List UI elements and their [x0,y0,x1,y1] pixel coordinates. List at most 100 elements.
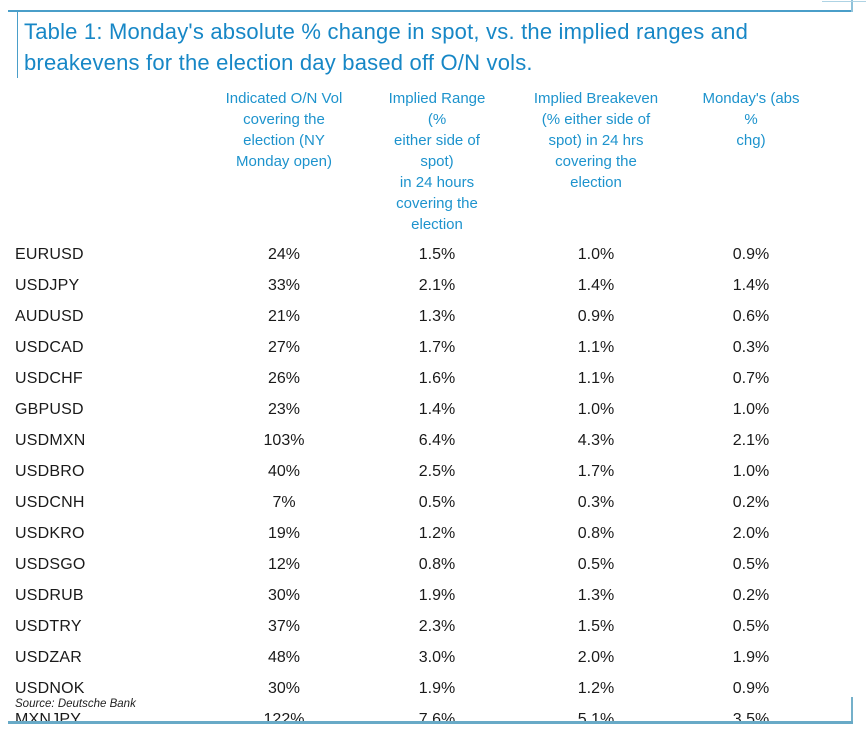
implied-breakeven-value: 1.3% [577,586,615,604]
table-row: USDRUB 30% 1.9% 1.3% 0.2% [0,580,866,611]
row-spacer [806,487,866,518]
implied-range-value: 1.7% [418,338,456,356]
monday-abs-chg-value: 2.0% [732,524,770,542]
indicated-vol-value: 103% [263,431,305,449]
currency-pair-label: AUDUSD [15,307,84,325]
table-row: USDCAD 27% 1.7% 1.1% 0.3% [0,332,866,363]
currency-pair-label: EURUSD [15,245,84,263]
table-row: USDJPY 33% 2.1% 1.4% 1.4% [0,270,866,301]
table-row: USDNOK 30% 1.9% 1.2% 0.9% [0,673,866,704]
row-spacer [806,580,866,611]
monday-abs-chg-value: 1.4% [732,276,770,294]
table-row: USDZAR 48% 3.0% 2.0% 1.9% [0,642,866,673]
header-row: Indicated O/N Vol covering the election … [0,88,866,235]
monday-abs-chg-value: 0.7% [732,369,770,387]
col-header-implied-range: Implied Range (% either side of spot) in… [388,90,486,233]
currency-pair-label: USDMXN [15,431,86,449]
monday-abs-chg-value: 0.3% [732,338,770,356]
implied-range-value: 0.8% [418,555,456,573]
table-row: USDBRO 40% 2.5% 1.7% 1.0% [0,456,866,487]
implied-breakeven-value: 5.1% [577,710,615,728]
table-row: AUDUSD 21% 1.3% 0.9% 0.6% [0,301,866,332]
table-body: EURUSD 24% 1.5% 1.0% 0.9% USDJPY 33% 2.1… [0,235,866,735]
table-row: USDCNH 7% 0.5% 0.3% 0.2% [0,487,866,518]
implied-range-value: 0.5% [418,493,456,511]
top-rule [8,10,852,12]
row-spacer [806,270,866,301]
implied-breakeven-value: 1.7% [577,462,615,480]
implied-breakeven-value: 0.9% [577,307,615,325]
currency-pair-label: GBPUSD [15,400,84,418]
implied-range-value: 1.3% [418,307,456,325]
row-spacer [806,363,866,394]
implied-breakeven-value: 4.3% [577,431,615,449]
currency-pair-label: USDCNH [15,493,85,511]
implied-breakeven-value: 1.5% [577,617,615,635]
implied-range-value: 2.5% [418,462,456,480]
row-spacer [806,518,866,549]
indicated-vol-value: 37% [267,617,301,635]
col-header-implied-breakeven: Implied Breakeven (% either side of spot… [533,90,659,191]
table-title-block: Table 1: Monday's absolute % change in s… [17,12,854,78]
implied-range-value: 2.1% [418,276,456,294]
indicated-vol-value: 48% [267,648,301,666]
implied-breakeven-value: 0.3% [577,493,615,511]
table-row: USDMXN 103% 6.4% 4.3% 2.1% [0,425,866,456]
col-header-pair [0,88,190,235]
implied-breakeven-value: 1.0% [577,245,615,263]
col-header-spacer [806,88,866,235]
implied-range-value: 2.3% [418,617,456,635]
indicated-vol-value: 30% [267,586,301,604]
currency-pair-label: USDRUB [15,586,84,604]
indicated-vol-value: 24% [267,245,301,263]
row-spacer [806,549,866,580]
implied-breakeven-value: 1.0% [577,400,615,418]
implied-range-value: 7.6% [418,710,456,728]
monday-abs-chg-value: 1.0% [732,400,770,418]
bottom-right-frame-tick [851,697,853,721]
implied-range-value: 6.4% [418,431,456,449]
implied-range-value: 1.6% [418,369,456,387]
col-header-monday-abs-chg: Monday's (abs % chg) [702,90,800,149]
currency-pair-label: USDTRY [15,617,82,635]
monday-abs-chg-value: 2.1% [732,431,770,449]
top-right-frame-tick [851,0,853,12]
implied-range-value: 1.4% [418,400,456,418]
indicated-vol-value: 122% [263,710,305,728]
monday-abs-chg-value: 0.2% [732,493,770,511]
implied-breakeven-value: 1.1% [577,369,615,387]
implied-range-value: 1.5% [418,245,456,263]
table-row: USDTRY 37% 2.3% 1.5% 0.5% [0,611,866,642]
implied-range-value: 1.2% [418,524,456,542]
indicated-vol-value: 19% [267,524,301,542]
indicated-vol-value: 12% [267,555,301,573]
implied-range-value: 1.9% [418,679,456,697]
indicated-vol-value: 33% [267,276,301,294]
indicated-vol-value: 23% [267,400,301,418]
currency-pair-label: USDJPY [15,276,80,294]
indicated-vol-value: 7% [272,493,296,511]
monday-abs-chg-value: 0.6% [732,307,770,325]
currency-pair-label: USDBRO [15,462,85,480]
monday-abs-chg-value: 1.0% [732,462,770,480]
source-note: Source: Deutsche Bank [15,698,136,710]
monday-abs-chg-value: 0.9% [732,679,770,697]
row-spacer [806,425,866,456]
row-spacer [806,301,866,332]
currency-pair-label: USDZAR [15,648,82,666]
row-spacer [806,611,866,642]
monday-abs-chg-value: 0.5% [732,555,770,573]
row-spacer [806,704,866,735]
monday-abs-chg-value: 0.9% [732,245,770,263]
indicated-vol-value: 40% [267,462,301,480]
row-spacer [806,456,866,487]
bottom-rule [8,721,853,724]
row-spacer [806,332,866,363]
monday-abs-chg-value: 1.9% [732,648,770,666]
monday-abs-chg-value: 3.5% [732,710,770,728]
row-spacer [806,642,866,673]
implied-breakeven-value: 1.2% [577,679,615,697]
indicated-vol-value: 26% [267,369,301,387]
row-spacer [806,235,866,270]
indicated-vol-value: 21% [267,307,301,325]
